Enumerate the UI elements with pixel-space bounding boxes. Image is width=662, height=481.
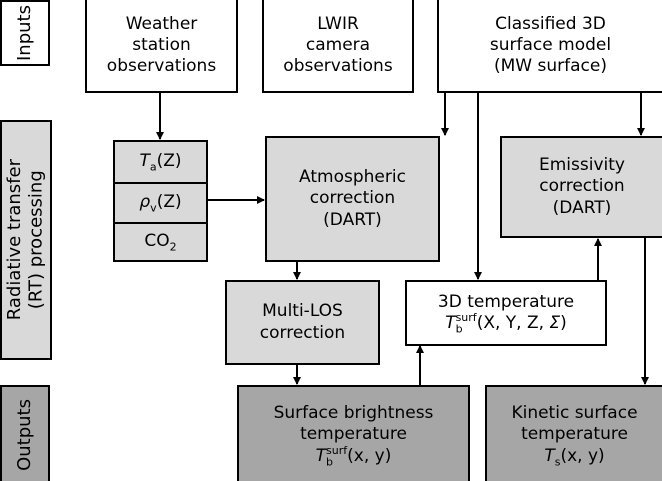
text: camera xyxy=(305,34,371,55)
text: correction xyxy=(259,322,346,343)
row-label: Radiative transfer (RT) processing xyxy=(0,120,52,360)
text: (x, y) xyxy=(560,445,605,466)
text: b xyxy=(455,322,463,336)
text: (x, y) xyxy=(347,445,392,466)
text: Weather xyxy=(125,13,198,34)
node: Surface brightness temperature Tbsurf(x, y… xyxy=(237,385,470,481)
text: (X, Y, Z, xyxy=(476,313,550,333)
text: CO xyxy=(144,231,170,252)
text: v xyxy=(150,201,157,215)
label: Radiative transfer (RT) processing xyxy=(4,159,47,320)
label: Outputs xyxy=(14,399,36,471)
text: temperature xyxy=(521,424,628,445)
text: s xyxy=(554,455,561,469)
node: Kinetic surface temperature Ts(x, y) xyxy=(485,385,662,481)
text: 3D temperature xyxy=(437,291,575,312)
text: station xyxy=(132,34,191,55)
row-label: Inputs xyxy=(0,0,50,66)
row-label: Outputs xyxy=(0,385,50,481)
text: temperature xyxy=(300,424,407,445)
node: LWIR camera observations xyxy=(262,0,414,93)
text: T xyxy=(544,445,555,466)
text: b xyxy=(326,455,334,469)
text: surf xyxy=(326,443,348,457)
text: surface model xyxy=(489,34,612,55)
text: Radiative transfer xyxy=(4,159,26,321)
text: T xyxy=(315,445,327,466)
text: surf xyxy=(455,311,477,325)
text: ) xyxy=(560,313,567,333)
node: Ta(Z) xyxy=(113,140,208,184)
node: Atmospheric correction (DART) xyxy=(265,136,440,262)
text: Atmospheric xyxy=(299,167,406,188)
text: T xyxy=(445,313,456,333)
text: Emissivity xyxy=(539,155,625,176)
node: Emissivity correction (DART) xyxy=(500,136,662,238)
text: ρ xyxy=(139,192,151,213)
text: Surface brightness xyxy=(273,403,434,424)
label: Inputs xyxy=(14,5,36,61)
text: (Z) xyxy=(156,151,182,172)
text: 2 xyxy=(169,240,177,254)
text: correction xyxy=(309,188,396,209)
node: CO2 xyxy=(113,222,208,262)
text: (Z) xyxy=(156,192,182,213)
node: Classified 3D surface model (MW surface) xyxy=(437,0,662,93)
text: correction xyxy=(539,176,625,197)
text: Σ xyxy=(549,313,561,333)
text: Multi-LOS xyxy=(262,301,343,322)
text: observations xyxy=(283,56,393,77)
node: 3D temperature Tbsurf(X, Y, Z, Σ) xyxy=(405,280,607,346)
text: Kinetic surface xyxy=(511,403,638,424)
text: (MW surface) xyxy=(494,56,607,77)
text: Classified 3D xyxy=(495,13,606,34)
text: LWIR xyxy=(317,13,359,34)
text: a xyxy=(149,160,157,174)
node: Multi-LOS correction xyxy=(225,280,380,365)
node: ρv(Z) xyxy=(113,182,208,224)
node: Weather station observations xyxy=(85,0,238,93)
text: (RT) processing xyxy=(26,170,47,310)
text: observations xyxy=(106,56,217,77)
text: (DART) xyxy=(552,197,612,218)
text: T xyxy=(139,151,150,172)
text: (DART) xyxy=(323,209,382,230)
